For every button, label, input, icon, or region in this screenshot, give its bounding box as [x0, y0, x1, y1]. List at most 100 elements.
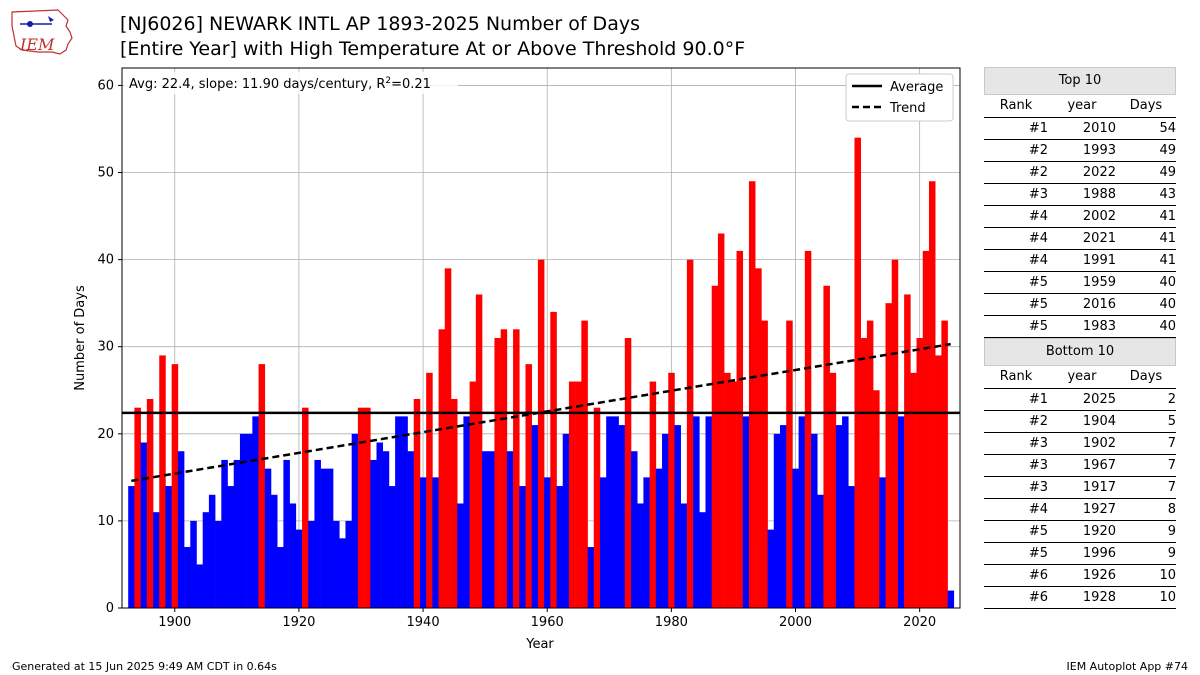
bottom10-row: #3 1967 7 [984, 455, 1176, 477]
stats-box [124, 72, 458, 94]
bar-2014 [879, 477, 886, 608]
bottom10-cell-year: 1996 [1082, 546, 1116, 561]
top10-cell-rank: #4 [1028, 253, 1048, 268]
bottom10-row: #6 1928 10 [984, 587, 1176, 609]
bar-1936 [395, 416, 402, 608]
bar-2021 [922, 250, 930, 608]
bar-1991 [736, 250, 744, 608]
bar-1963 [562, 433, 570, 608]
bar-1929 [351, 433, 359, 608]
bar-2006 [829, 372, 837, 608]
bar-2007 [835, 425, 843, 608]
bottom10-row: #4 1927 8 [984, 499, 1176, 521]
bottom10-cell-days: 7 [1167, 458, 1176, 473]
y-tick-label: 10 [97, 514, 114, 529]
bar-2024 [941, 320, 948, 608]
iem-logo: IEM [11, 9, 73, 55]
bottom10-row: #6 1926 10 [984, 565, 1176, 587]
bar-1939 [413, 398, 421, 608]
bar-1926 [333, 520, 340, 608]
bar-2010 [854, 137, 861, 608]
bar-2012 [866, 320, 874, 608]
bottom10-col-days: Days [1129, 369, 1163, 384]
bar-2003 [811, 433, 818, 608]
bar-1923 [314, 459, 321, 608]
top10-cell-rank: #2 [1028, 143, 1048, 158]
bar-2004 [817, 494, 824, 608]
y-tick-label: 0 [106, 601, 114, 616]
top10-cell-rank: #2 [1028, 165, 1048, 180]
bottom10-cell-rank: #5 [1028, 546, 1048, 561]
bar-1934 [382, 451, 390, 608]
bottom10-cell-days: 5 [1167, 414, 1176, 429]
bar-1980 [668, 372, 675, 608]
top10-cell-rank: #4 [1028, 209, 1048, 224]
bar-1984 [693, 416, 700, 608]
top10-cell-year: 1959 [1082, 275, 1116, 290]
bar-1915 [264, 468, 272, 608]
bar-2005 [823, 285, 830, 608]
bottom10-cell-rank: #1 [1028, 392, 1048, 407]
bars [128, 137, 955, 608]
bar-1985 [699, 512, 706, 608]
bottom10-table: Bottom 10 Rank year Days #1 2025 2 #2 1904 5 #… [984, 338, 1176, 609]
bottom10-cell-year: 1920 [1082, 524, 1116, 539]
bar-1947 [463, 416, 470, 608]
bar-1979 [662, 433, 669, 608]
bottom10-cell-year: 1904 [1082, 414, 1116, 429]
top10-row: #5 1959 40 [984, 272, 1176, 294]
bar-1988 [717, 233, 725, 608]
bar-1989 [724, 372, 731, 608]
bottom10-cell-year: 1926 [1082, 568, 1116, 583]
top10-rows: #1 2010 54 #2 1993 49 #2 2022 49 #3 1988 43 #4 2002 41… [984, 118, 1176, 338]
x-tick-label: 1980 [655, 615, 688, 630]
bar-1919 [289, 503, 297, 608]
bar-1937 [401, 416, 408, 608]
top10-row: #5 1983 40 [984, 316, 1176, 338]
bar-2022 [928, 181, 936, 608]
bar-1953 [500, 329, 508, 608]
bar-1954 [506, 451, 514, 608]
bottom10-cell-rank: #6 [1028, 590, 1048, 605]
bottom10-rows: #1 2025 2 #2 1904 5 #3 1902 7 #3 1967 7 #3 1917 7 #4 192… [984, 389, 1176, 609]
bar-1903 [190, 520, 197, 608]
bottom10-row: #5 1920 9 [984, 521, 1176, 543]
top10-row: #4 2021 41 [984, 228, 1176, 250]
bottom10-cell-year: 1917 [1082, 480, 1116, 495]
bar-1952 [494, 338, 501, 608]
top10-cell-days: 41 [1159, 231, 1176, 246]
bar-1978 [655, 468, 663, 608]
bar-1981 [674, 425, 681, 608]
y-tick-label: 30 [97, 340, 114, 355]
reference-lines [122, 342, 960, 483]
bar-1906 [208, 494, 216, 608]
top10-title: Top 10 [984, 67, 1176, 95]
legend: Average Trend [845, 73, 954, 122]
bar-2013 [873, 390, 880, 608]
bar-1951 [488, 451, 495, 608]
top10-cell-rank: #3 [1028, 187, 1048, 202]
title-line-1: [NJ6026] NEWARK INTL AP 1893-2025 Number… [120, 13, 640, 35]
bar-1957 [525, 364, 532, 608]
bar-1994 [755, 268, 762, 608]
y-tick-label: 40 [97, 253, 114, 268]
top10-cell-year: 2002 [1082, 209, 1116, 224]
bar-1901 [177, 451, 185, 608]
bottom10-cell-year: 1902 [1082, 436, 1116, 451]
bar-1910 [233, 459, 241, 608]
logo-text: IEM [19, 35, 55, 54]
bar-1904 [196, 564, 203, 608]
bar-1907 [215, 520, 222, 608]
bottom10-row: #5 1996 9 [984, 543, 1176, 565]
bar-1972 [618, 425, 626, 608]
title-line-2: [Entire Year] with High Temperature At o… [120, 38, 746, 60]
bar-1992 [742, 416, 750, 608]
bar-1983 [686, 259, 694, 608]
bar-1941 [426, 372, 433, 608]
bar-2016 [891, 259, 899, 608]
top10-cell-rank: #4 [1028, 231, 1048, 246]
plot-frame [121, 67, 961, 609]
top10-cell-rank: #5 [1028, 297, 1048, 312]
app-note: IEM Autoplot App #74 [1066, 660, 1189, 673]
top10-cell-year: 2021 [1082, 231, 1116, 246]
